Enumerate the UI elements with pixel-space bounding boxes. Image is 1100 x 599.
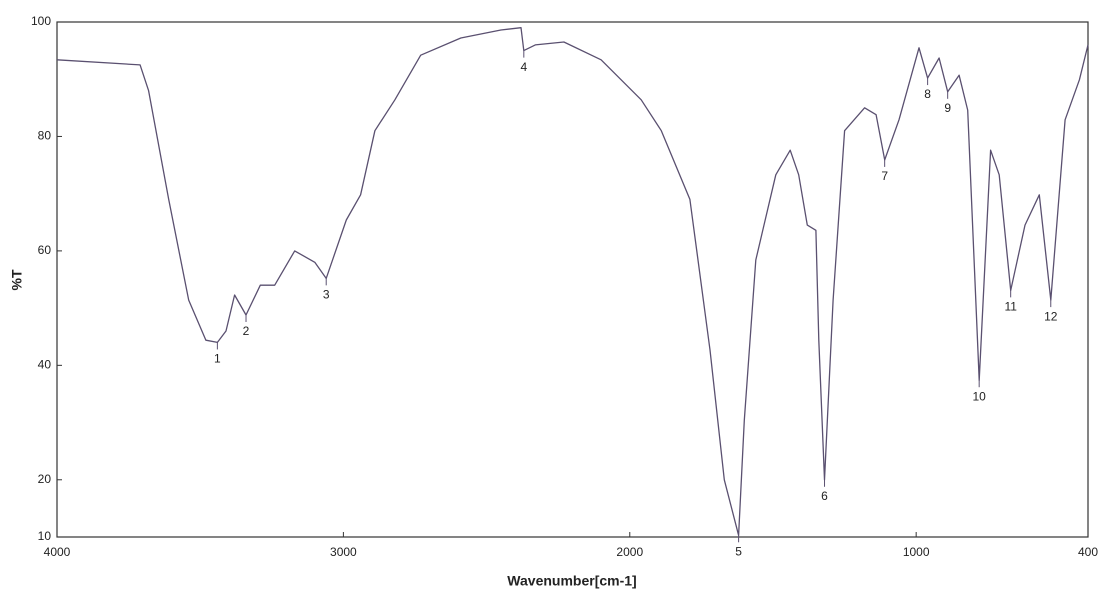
- y-tick-label: 40: [38, 358, 52, 372]
- y-tick-label: 10: [38, 529, 52, 543]
- peak-label: 7: [881, 169, 888, 183]
- y-tick-label: 80: [38, 129, 52, 143]
- peak-label: 4: [520, 60, 527, 74]
- peak-label: 1: [214, 352, 221, 366]
- x-tick-label: 1000: [903, 545, 930, 559]
- y-tick-label: 60: [38, 243, 52, 257]
- peak-label: 9: [944, 101, 951, 115]
- spectrum-line: [56, 27, 1089, 536]
- plot-frame: [56, 21, 1089, 538]
- y-tick-label: 100: [31, 14, 51, 28]
- peak-label: 2: [243, 324, 250, 338]
- peak-label: 11: [1004, 300, 1017, 314]
- peak-label: 5: [735, 544, 742, 558]
- peak-label: 8: [924, 87, 931, 101]
- peak-label: 12: [1044, 309, 1058, 323]
- x-tick-label: 2000: [616, 545, 643, 559]
- x-axis-title: Wavenumber[cm-1]: [507, 573, 636, 589]
- y-tick-label: 20: [38, 472, 52, 486]
- x-tick-label: 400: [1078, 545, 1098, 559]
- y-axis-title: %T: [9, 269, 25, 290]
- peak-label: 6: [821, 489, 828, 503]
- x-tick-label: 4000: [44, 545, 71, 559]
- peak-label: 10: [972, 389, 986, 403]
- x-tick-label: 3000: [330, 545, 357, 559]
- peak-label: 3: [323, 288, 330, 302]
